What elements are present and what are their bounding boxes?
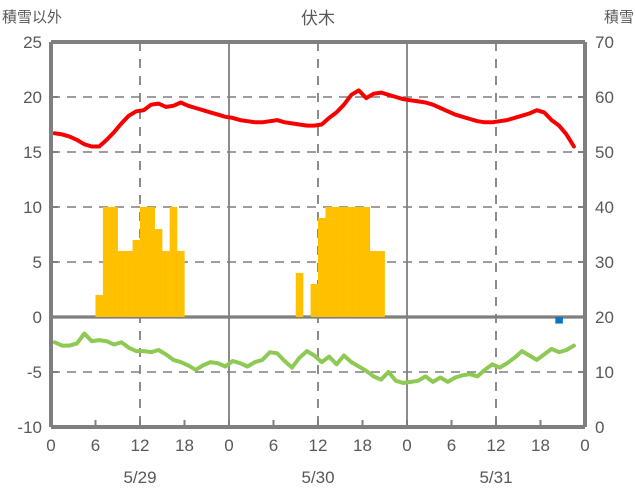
xtick-9: 6 (447, 436, 456, 455)
xtick-6: 12 (309, 436, 328, 455)
ytick-right-50: 50 (595, 143, 614, 162)
bar-0-7 (147, 207, 155, 317)
bar-0-9 (162, 251, 170, 317)
xtick-2: 12 (131, 436, 150, 455)
ytick-right-20: 20 (595, 308, 614, 327)
ytick-left-20: 20 (23, 88, 42, 107)
bar-0-15 (325, 207, 333, 317)
bar-0-10 (169, 207, 178, 317)
day-label-2: 5/31 (479, 468, 512, 487)
ytick-left-25: 25 (23, 33, 42, 52)
ytick-right-0: 0 (595, 418, 604, 437)
bar-0-14 (318, 218, 326, 317)
bar-0-12 (295, 273, 304, 317)
xtick-12: 0 (580, 436, 589, 455)
ytick-right-30: 30 (595, 253, 614, 272)
bar-0-5 (132, 240, 141, 317)
bar-0-13 (310, 284, 319, 317)
ytick-right-60: 60 (595, 88, 614, 107)
xtick-4: 0 (224, 436, 233, 455)
xtick-7: 18 (353, 436, 372, 455)
bar-0-17 (340, 207, 348, 317)
bar-0-11 (177, 251, 185, 317)
xtick-5: 6 (269, 436, 278, 455)
ytick-left--5: -5 (27, 363, 42, 382)
bar-0-0 (95, 295, 104, 317)
bar-0-3 (117, 251, 126, 317)
xtick-11: 18 (531, 436, 550, 455)
bar-1-0 (555, 317, 563, 324)
ytick-left-0: 0 (33, 308, 42, 327)
ytick-left-10: 10 (23, 198, 42, 217)
ytick-right-70: 70 (595, 33, 614, 52)
bar-0-19 (355, 207, 363, 317)
bar-0-4 (125, 251, 133, 317)
xtick-0: 0 (46, 436, 55, 455)
left-axis-caption: 積雪以外 (2, 9, 62, 26)
bar-series (95, 207, 563, 324)
xtick-3: 18 (175, 436, 194, 455)
chart-title: 伏木 (301, 9, 335, 28)
bar-0-6 (140, 207, 148, 317)
bar-0-21 (369, 251, 378, 317)
axis-ticks (51, 96, 585, 427)
line-series (52, 88, 576, 385)
bar-0-2 (110, 207, 118, 317)
ytick-right-40: 40 (595, 198, 614, 217)
ytick-left-15: 15 (23, 143, 42, 162)
bar-0-16 (332, 207, 341, 317)
ytick-left-5: 5 (33, 253, 42, 272)
bar-0-1 (102, 207, 111, 317)
xtick-1: 6 (91, 436, 100, 455)
bar-0-22 (377, 251, 385, 317)
day-label-1: 5/30 (301, 468, 334, 487)
bar-0-20 (362, 207, 371, 317)
bar-0-8 (154, 229, 163, 317)
day-label-0: 5/29 (123, 468, 156, 487)
right-axis-caption: 積雪 (604, 9, 634, 26)
line-series-0 (52, 88, 576, 149)
bar-0-18 (347, 207, 356, 317)
ytick-right-10: 10 (595, 363, 614, 382)
xtick-8: 0 (402, 436, 411, 455)
ytick-left--10: -10 (17, 418, 42, 437)
xtick-10: 12 (487, 436, 506, 455)
line-series-1 (52, 331, 576, 385)
